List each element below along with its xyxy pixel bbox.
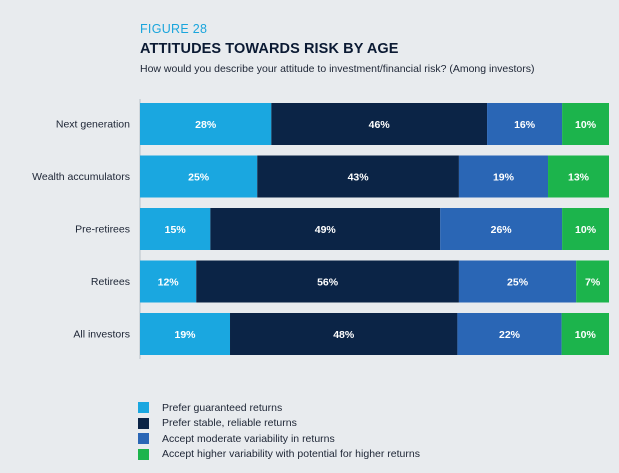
figure-number: FIGURE 28 xyxy=(140,22,208,36)
bar-segment xyxy=(257,155,459,198)
data-label: 13% xyxy=(568,171,590,183)
data-label: 15% xyxy=(165,224,187,236)
data-label: 25% xyxy=(507,276,529,288)
data-label: 10% xyxy=(575,224,597,236)
data-label: 26% xyxy=(491,224,513,236)
data-label: 25% xyxy=(188,171,210,183)
category-label: Wealth accumulators xyxy=(32,171,130,183)
bar-segment xyxy=(561,313,609,355)
legend-item: Prefer guaranteed returns xyxy=(138,400,420,416)
data-label: 10% xyxy=(575,329,597,341)
data-label: 48% xyxy=(333,329,355,341)
bar-segment xyxy=(548,155,609,198)
legend-label: Accept higher variability with potential… xyxy=(162,448,420,461)
bar-segment xyxy=(210,208,441,250)
bar-segment xyxy=(140,103,272,145)
bar-segment xyxy=(562,103,609,145)
category-label: All investors xyxy=(73,329,130,341)
bar-segment xyxy=(576,260,609,303)
legend-swatch xyxy=(138,448,149,460)
data-label: 56% xyxy=(317,276,339,288)
data-label: 43% xyxy=(348,171,370,183)
data-label: 49% xyxy=(315,224,337,236)
category-label: Next generation xyxy=(56,119,130,131)
category-label: Pre-retirees xyxy=(75,224,130,236)
category-label: Retirees xyxy=(91,276,130,288)
bar-segment xyxy=(440,208,563,250)
stacked-bar-chart: Next generation 28% 46% 16% 10% Wealth accumu… xyxy=(32,99,609,359)
bar-segment xyxy=(562,208,609,250)
bar-segment xyxy=(196,260,459,303)
data-label: 19% xyxy=(493,171,515,183)
data-label: 46% xyxy=(369,119,391,131)
data-label: 12% xyxy=(158,276,180,288)
bar-segment xyxy=(230,313,458,355)
data-label: 7% xyxy=(585,276,601,288)
data-label: 16% xyxy=(514,119,536,131)
bar-segment xyxy=(487,103,563,145)
chart-title: ATTITUDES TOWARDS RISK BY AGE xyxy=(140,41,399,57)
legend-swatch xyxy=(138,402,149,414)
legend-label: Prefer guaranteed returns xyxy=(162,401,283,414)
bar-segment xyxy=(457,313,562,355)
legend-item: Accept moderate variability in returns xyxy=(138,431,420,447)
legend-item: Accept higher variability with potential… xyxy=(138,447,420,463)
legend-swatch xyxy=(138,433,149,445)
bar-segment xyxy=(140,208,211,250)
data-label: 19% xyxy=(174,329,196,341)
bar-segment xyxy=(140,313,231,355)
data-label: 28% xyxy=(195,119,217,131)
data-label: 22% xyxy=(499,329,521,341)
legend-label: Accept moderate variability in returns xyxy=(162,432,335,445)
bar-segment xyxy=(458,260,577,303)
legend-label: Prefer stable, reliable returns xyxy=(162,417,297,430)
legend-swatch xyxy=(138,417,149,429)
bar-segment xyxy=(140,260,197,303)
chart-subtitle: How would you describe your attitude to … xyxy=(140,63,535,75)
bar-segment xyxy=(271,103,488,145)
chart-legend: Prefer guaranteed returns Prefer stable,… xyxy=(138,400,420,462)
data-label: 10% xyxy=(575,119,597,131)
legend-item: Prefer stable, reliable returns xyxy=(138,416,420,432)
bar-segment xyxy=(458,155,549,198)
bar-segment xyxy=(140,155,258,198)
